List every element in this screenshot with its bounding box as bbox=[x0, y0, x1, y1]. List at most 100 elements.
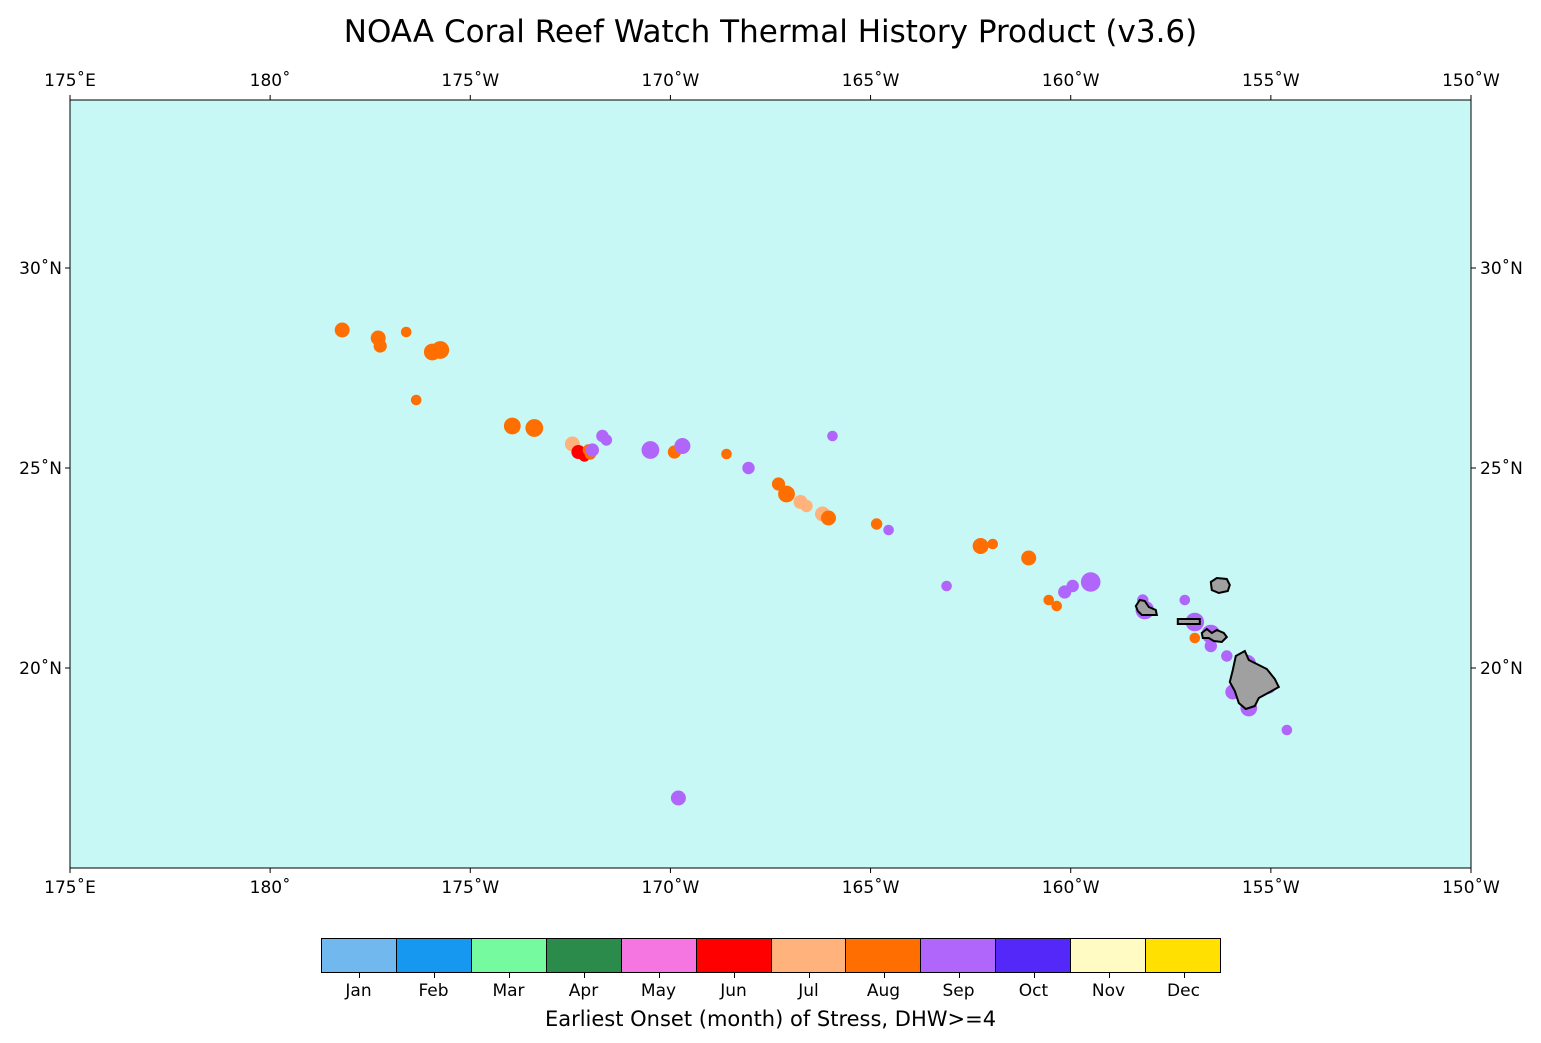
stress-point-sep bbox=[742, 461, 755, 475]
x-tick-label-bottom: 155˚W bbox=[1242, 877, 1300, 898]
colorbar-swatch-sep bbox=[921, 939, 997, 972]
stress-point-aug bbox=[431, 341, 450, 359]
colorbar-label-jan: Jan bbox=[345, 981, 372, 1001]
colorbar-label-apr: Apr bbox=[568, 981, 599, 1001]
y-tick-label-left: 25˚N bbox=[19, 458, 62, 479]
colorbar-label-feb: Feb bbox=[418, 981, 449, 1001]
stress-point-aug bbox=[972, 538, 989, 554]
x-tick-label-bottom: 150˚W bbox=[1442, 877, 1500, 898]
colorbar-tick bbox=[1033, 973, 1035, 978]
colorbar-tick bbox=[508, 973, 510, 978]
y-tick-label-left: 20˚N bbox=[19, 658, 62, 679]
stress-point-sep bbox=[1281, 724, 1293, 736]
stress-point-sep bbox=[1179, 594, 1191, 606]
stress-point-aug bbox=[987, 538, 998, 550]
x-tick-label-top: 170˚W bbox=[642, 70, 700, 91]
colorbar-swatch-jul bbox=[771, 939, 847, 972]
stress-point-sep bbox=[1066, 579, 1079, 593]
colorbar-swatch-nov bbox=[1071, 939, 1147, 972]
colorbar-title: Earliest Onset (month) of Stress, DHW>=4 bbox=[544, 1007, 997, 1031]
stress-point-aug bbox=[410, 394, 422, 406]
x-tick-label-bottom: 180˚ bbox=[250, 877, 291, 898]
colorbar-swatch-mar bbox=[471, 939, 547, 972]
land-layer bbox=[1134, 576, 1281, 711]
y-tick-label-left: 30˚N bbox=[19, 258, 62, 279]
colorbar-label-oct: Oct bbox=[1018, 981, 1049, 1001]
island-maui bbox=[1200, 627, 1229, 644]
y-tick-label-right: 30˚N bbox=[1480, 258, 1523, 279]
stress-point-aug bbox=[503, 417, 521, 435]
stress-point-sep bbox=[1204, 639, 1218, 653]
stress-point-aug bbox=[525, 419, 544, 437]
island-molokai bbox=[1176, 618, 1201, 625]
x-tick-label-top: 150˚W bbox=[1442, 70, 1500, 91]
x-tick-label-top: 175˚W bbox=[441, 70, 499, 91]
colorbar-tick bbox=[883, 973, 885, 978]
x-tick-label-top: 175˚E bbox=[44, 70, 96, 91]
colorbar-tick bbox=[958, 973, 960, 978]
stress-point-sep bbox=[641, 441, 660, 459]
x-tick-label-bottom: 175˚E bbox=[44, 877, 96, 898]
colorbar-label-mar: Mar bbox=[492, 981, 525, 1001]
stress-point-sep bbox=[941, 580, 952, 592]
stress-point-jul bbox=[800, 499, 813, 513]
x-tick-label-top: 165˚W bbox=[842, 70, 900, 91]
stress-point-aug bbox=[1051, 600, 1062, 612]
colorbar-swatch-apr bbox=[546, 939, 622, 972]
colorbar-label-jul: Jul bbox=[798, 981, 819, 1001]
stress-point-sep bbox=[827, 430, 838, 442]
colorbar-swatch-jun bbox=[696, 939, 772, 972]
stress-point-sep bbox=[585, 443, 600, 457]
stress-point-aug bbox=[334, 322, 350, 338]
island-hawaii bbox=[1228, 649, 1281, 711]
colorbar-swatch-may bbox=[621, 939, 697, 972]
stress-point-sep bbox=[674, 438, 691, 454]
map-figure: 175˚E 175˚E 180˚ 180˚ 175˚W 175˚W 170˚W 170˚W 16… bbox=[19, 70, 1523, 898]
colorbar-swatch-jan bbox=[322, 939, 397, 972]
colorbar-label-aug: Aug bbox=[866, 981, 901, 1001]
colorbar-labels: Jan Feb Mar Apr May Jun Jul Aug Sep Oct Nov Dec bbox=[321, 980, 1221, 1002]
stress-point-sep bbox=[883, 524, 894, 536]
map-title: NOAA Coral Reef Watch Thermal History Pr… bbox=[343, 14, 1198, 50]
y-tick-label-right: 20˚N bbox=[1480, 658, 1523, 679]
x-tick-label-top: 180˚ bbox=[250, 70, 291, 91]
stress-point-aug bbox=[373, 339, 387, 353]
colorbar-tick bbox=[733, 973, 735, 978]
colorbar-label-dec: Dec bbox=[1167, 981, 1200, 1001]
stress-point-sep bbox=[1221, 650, 1233, 662]
map-frame bbox=[69, 99, 1472, 869]
colorbar-tick bbox=[658, 973, 660, 978]
stress-point-aug bbox=[1021, 550, 1037, 566]
stress-point-aug bbox=[821, 510, 836, 526]
colorbar-tick bbox=[433, 973, 435, 978]
colorbar-tick bbox=[1183, 973, 1185, 978]
y-tick-label-right: 25˚N bbox=[1480, 458, 1523, 479]
island-kauai bbox=[1209, 576, 1231, 595]
axis-ticks: 175˚E 175˚E 180˚ 180˚ 175˚W 175˚W 170˚W 170˚W 16… bbox=[19, 70, 1523, 898]
colorbar-label-jun: Jun bbox=[720, 981, 747, 1001]
x-tick-label-bottom: 170˚W bbox=[642, 877, 700, 898]
x-tick-label-bottom: 175˚W bbox=[441, 877, 499, 898]
colorbar-tick bbox=[583, 973, 585, 978]
stress-point-sep bbox=[600, 434, 613, 446]
stress-point-aug bbox=[400, 326, 412, 338]
colorbar-swatch-dec bbox=[1146, 939, 1221, 972]
stress-point-sep bbox=[1080, 572, 1101, 592]
colorbar-label-may: May bbox=[640, 981, 677, 1001]
colorbar-tick bbox=[808, 973, 810, 978]
island-oahu bbox=[1134, 598, 1159, 616]
colorbar-swatch-aug bbox=[846, 939, 922, 972]
colorbar-tick bbox=[1108, 973, 1110, 978]
stress-point-aug bbox=[1043, 594, 1054, 606]
map-ocean-background bbox=[70, 100, 1471, 868]
x-tick-label-top: 160˚W bbox=[1042, 70, 1100, 91]
x-tick-label-bottom: 165˚W bbox=[842, 877, 900, 898]
colorbar-swatch-oct bbox=[996, 939, 1072, 972]
stress-point-aug bbox=[721, 448, 732, 460]
stress-point-sep bbox=[670, 790, 686, 806]
x-tick-label-top: 155˚W bbox=[1242, 70, 1300, 91]
stress-point-aug bbox=[778, 485, 795, 503]
colorbar-label-nov: Nov bbox=[1091, 981, 1126, 1001]
stress-point-aug bbox=[870, 518, 883, 530]
colorbar-swatch-feb bbox=[396, 939, 472, 972]
